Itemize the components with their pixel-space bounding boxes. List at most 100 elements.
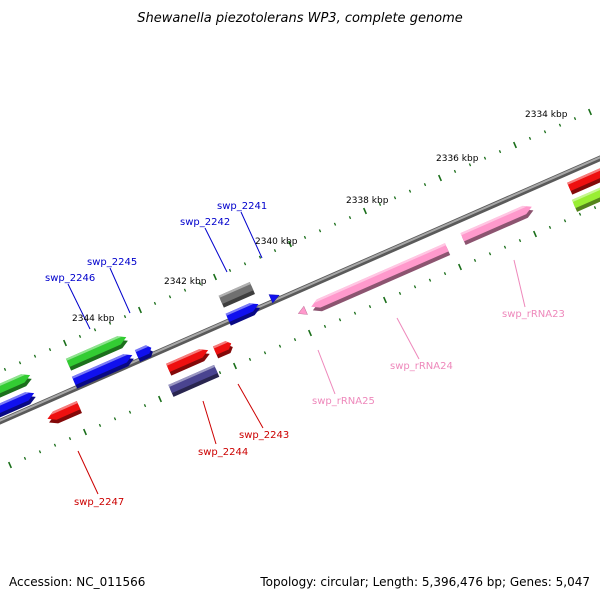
inner-major-tick	[7, 461, 13, 469]
swp-2247-feature[interactable]	[46, 401, 82, 427]
outer-minor-tick	[408, 189, 412, 193]
tick-label-2334: 2334 kbp	[525, 110, 568, 120]
gene-labels: swp_2241 swp_2242 swp_2245 swp_2246 swp_…	[45, 201, 565, 508]
inner-minor-tick	[128, 410, 132, 414]
inner-major-tick	[532, 230, 538, 238]
outer-major-tick	[287, 240, 293, 248]
outer-minor-tick	[93, 328, 97, 332]
swp-2242-feature[interactable]	[218, 282, 255, 308]
outer-minor-tick	[483, 156, 487, 160]
swp-2243-feature[interactable]	[212, 339, 235, 359]
gene-label-swp-2241[interactable]: swp_2241	[217, 201, 267, 212]
outer-minor-tick	[453, 169, 457, 173]
inner-minor-tick	[578, 212, 582, 216]
outer-minor-tick	[228, 268, 232, 272]
outer-minor-tick	[123, 315, 127, 319]
inner-major-tick	[157, 395, 163, 403]
swp-2244-cds-navy[interactable]	[168, 364, 220, 397]
leader-swp-rrna25	[317, 349, 336, 395]
gene-label-swp-2244[interactable]: swp_2244	[198, 447, 248, 458]
gene-label-swp-2247[interactable]: swp_2247	[74, 497, 124, 508]
inner-minor-tick	[323, 324, 327, 328]
outer-major-tick	[512, 141, 518, 149]
swp-2246-cds-blue[interactable]	[71, 351, 136, 389]
inner-minor-tick	[68, 437, 72, 441]
cds-red-right-edge[interactable]	[567, 165, 600, 195]
swp-2246-feature[interactable]	[65, 333, 130, 371]
inner-minor-tick	[23, 456, 27, 460]
feature-track	[0, 165, 600, 427]
inner-minor-tick	[113, 417, 117, 421]
inner-minor-tick	[293, 338, 297, 342]
leader-swp-rrna23	[513, 259, 526, 308]
outer-minor-tick	[303, 235, 307, 239]
inner-minor-tick	[278, 344, 282, 348]
inner-minor-tick	[368, 305, 372, 309]
inner-major-tick	[232, 362, 238, 370]
outer-major-tick	[362, 207, 368, 215]
inner-major-tick	[382, 296, 388, 304]
inner-minor-tick	[398, 291, 402, 295]
outer-minor-tick	[273, 249, 277, 253]
inner-major-tick	[307, 329, 313, 337]
outer-minor-tick	[198, 282, 202, 286]
gene-label-swp-2245[interactable]: swp_2245	[87, 257, 137, 268]
genome-backbone	[0, 155, 600, 425]
tick-labels: 2334 kbp 2336 kbp 2338 kbp 2340 kbp 2342…	[72, 110, 568, 324]
leader-swp-2244	[202, 400, 217, 445]
gene-label-swp-rrna23[interactable]: swp_rRNA23	[502, 309, 565, 320]
inner-major-tick	[457, 263, 463, 271]
accession-text: Accession: NC_011566	[9, 575, 145, 589]
leader-swp-2243	[237, 383, 264, 429]
rrna23-feature[interactable]	[460, 203, 535, 246]
label-leader-lines	[67, 211, 526, 495]
gene-label-swp-2242[interactable]: swp_2242	[180, 217, 230, 228]
inner-minor-tick	[143, 404, 147, 408]
inner-minor-tick	[263, 351, 267, 355]
inner-minor-tick	[503, 245, 507, 249]
leader-swp-2242	[204, 227, 228, 273]
leader-swp-2246	[67, 283, 91, 330]
inner-minor-tick	[443, 272, 447, 276]
rrna24-feature[interactable]	[309, 243, 451, 314]
gene-label-swp-2246[interactable]: swp_2246	[45, 273, 95, 284]
swp-2242-cds-blue[interactable]	[225, 300, 262, 326]
inner-minor-tick	[518, 239, 522, 243]
cds-blue-left-edge[interactable]	[0, 389, 38, 419]
genome-summary-text: Topology: circular; Length: 5,396,476 bp…	[259, 575, 590, 589]
outer-major-tick	[437, 174, 443, 182]
outer-major-tick	[212, 273, 218, 281]
inner-minor-tick	[53, 443, 57, 447]
outer-tick-track	[3, 108, 593, 371]
inner-minor-tick	[473, 258, 477, 262]
leader-swp-2245	[109, 267, 131, 314]
tick-label-2344: 2344 kbp	[72, 314, 115, 324]
inner-minor-tick	[488, 252, 492, 256]
leader-swp-2247	[77, 450, 99, 495]
outer-major-tick	[137, 306, 143, 314]
outer-minor-tick	[333, 222, 337, 226]
outer-minor-tick	[378, 202, 382, 206]
inner-minor-tick	[593, 206, 597, 210]
cds-green-left-edge[interactable]	[0, 371, 34, 401]
outer-minor-tick	[528, 136, 532, 140]
outer-minor-tick	[243, 262, 247, 266]
gene-label-swp-rrna24[interactable]: swp_rRNA24	[390, 361, 453, 372]
swp-2244-feature[interactable]	[166, 346, 212, 376]
rrna25-feature[interactable]	[297, 305, 308, 317]
outer-minor-tick	[78, 334, 82, 338]
gene-label-swp-rrna25[interactable]: swp_rRNA25	[312, 396, 375, 407]
outer-minor-tick	[558, 123, 562, 127]
outer-minor-tick	[258, 255, 262, 259]
swp-2245-feature[interactable]	[134, 344, 155, 362]
inner-minor-tick	[413, 285, 417, 289]
cds-lime-right-edge[interactable]	[571, 184, 600, 212]
outer-minor-tick	[3, 367, 7, 371]
outer-minor-tick	[48, 348, 52, 352]
leader-swp-rrna24	[396, 317, 420, 360]
outer-minor-tick	[498, 150, 502, 154]
gene-label-swp-2243[interactable]: swp_2243	[239, 430, 289, 441]
tick-label-2342: 2342 kbp	[164, 277, 207, 287]
outer-minor-tick	[108, 321, 112, 325]
swp-2241-feature[interactable]	[268, 291, 281, 304]
